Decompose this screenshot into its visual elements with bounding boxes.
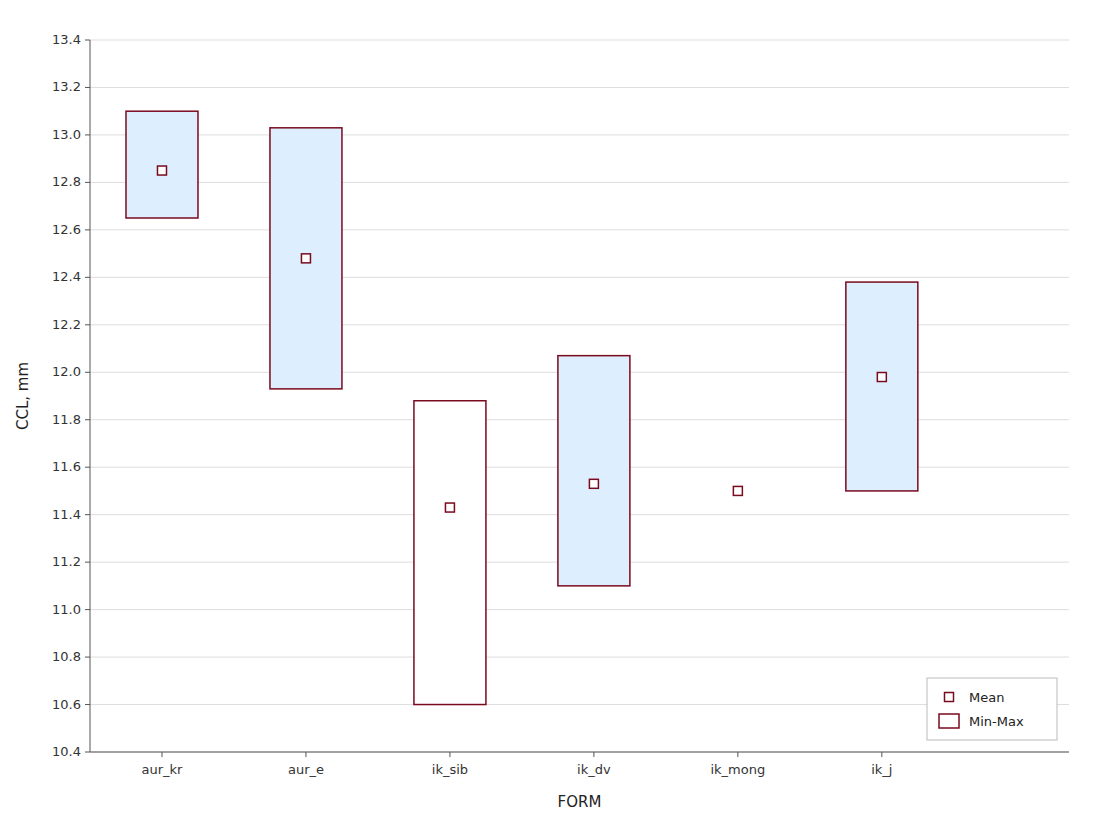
legend: Mean Min-Max <box>927 678 1057 740</box>
grid-line <box>90 40 1069 41</box>
y-tick <box>85 134 90 135</box>
x-tick <box>881 752 882 757</box>
mean-marker <box>589 479 598 488</box>
grid-line <box>90 657 1069 658</box>
x-axis-label: FORM <box>558 793 602 811</box>
x-tick-label: ik_j <box>871 762 892 777</box>
y-tick-label: 10.6 <box>52 697 81 712</box>
range-box <box>846 282 918 491</box>
x-tick-label: aur_kr <box>142 762 184 777</box>
x-tick <box>593 752 594 757</box>
x-tick <box>449 752 450 757</box>
x-tick-label: ik_dv <box>577 762 611 777</box>
chart: 10.4 10.6 10.8 11.0 11.2 11.4 11.6 11.8 12.0 12.2… <box>0 0 1109 832</box>
axes: 10.4 10.6 10.8 11.0 11.2 11.4 11.6 11.8 12.0 12.2… <box>52 32 1069 777</box>
grid-line <box>90 182 1069 183</box>
y-tick-label: 13.0 <box>52 127 81 142</box>
grid-line <box>90 324 1069 325</box>
y-tick <box>85 324 90 325</box>
y-tick <box>85 182 90 183</box>
mean-marker <box>733 486 742 495</box>
range-box <box>558 356 630 586</box>
y-tick <box>85 87 90 88</box>
y-tick <box>85 277 90 278</box>
y-tick-label: 11.0 <box>52 602 81 617</box>
y-tick-label: 10.4 <box>52 744 81 759</box>
y-tick-label: 12.0 <box>52 364 81 379</box>
grid-line <box>90 609 1069 610</box>
y-tick-label: 10.8 <box>52 649 81 664</box>
y-tick <box>85 40 90 41</box>
y-tick-label: 12.6 <box>52 222 81 237</box>
y-tick <box>85 657 90 658</box>
legend-swatch <box>939 714 959 728</box>
x-tick <box>305 752 306 757</box>
grid-line <box>90 752 1069 753</box>
grid-line <box>90 704 1069 705</box>
grid-line <box>90 229 1069 230</box>
x-tick <box>161 752 162 757</box>
y-axis-label: CCL, mm <box>14 362 32 430</box>
y-tick <box>85 752 90 753</box>
y-axis-line <box>90 40 91 752</box>
mean-marker <box>877 373 886 382</box>
legend-swatch <box>945 693 954 702</box>
grid-line <box>90 134 1069 135</box>
y-tick-label: 12.2 <box>52 317 81 332</box>
y-tick-label: 12.8 <box>52 174 81 189</box>
y-tick <box>85 562 90 563</box>
legend-frame <box>927 678 1057 740</box>
y-tick-label: 11.4 <box>52 507 81 522</box>
x-tick-label: aur_e <box>288 762 324 777</box>
x-tick-label: ik_sib <box>432 762 468 777</box>
range-box <box>126 111 198 218</box>
legend-label: Min-Max <box>969 714 1024 729</box>
y-tick <box>85 514 90 515</box>
y-tick-label: 13.2 <box>52 79 81 94</box>
mean-marker <box>157 166 166 175</box>
y-tick-label: 11.6 <box>52 459 81 474</box>
x-tick <box>737 752 738 757</box>
legend-label: Mean <box>969 690 1004 705</box>
y-tick-label: 11.2 <box>52 554 81 569</box>
y-tick <box>85 419 90 420</box>
x-tick-label: ik_mong <box>710 762 765 777</box>
x-axis-line <box>90 752 1069 753</box>
y-tick <box>85 229 90 230</box>
range-box <box>270 128 342 389</box>
mean-marker <box>301 254 310 263</box>
y-tick <box>85 609 90 610</box>
y-tick <box>85 372 90 373</box>
mean-marker <box>445 503 454 512</box>
y-tick <box>85 704 90 705</box>
range-box <box>414 401 486 705</box>
y-tick-label: 12.4 <box>52 269 81 284</box>
y-tick-label: 11.8 <box>52 412 81 427</box>
y-tick-label: 13.4 <box>52 32 81 47</box>
y-tick <box>85 467 90 468</box>
grid-line <box>90 277 1069 278</box>
marks <box>126 111 918 704</box>
grid-line <box>90 87 1069 88</box>
grid <box>90 40 1069 752</box>
